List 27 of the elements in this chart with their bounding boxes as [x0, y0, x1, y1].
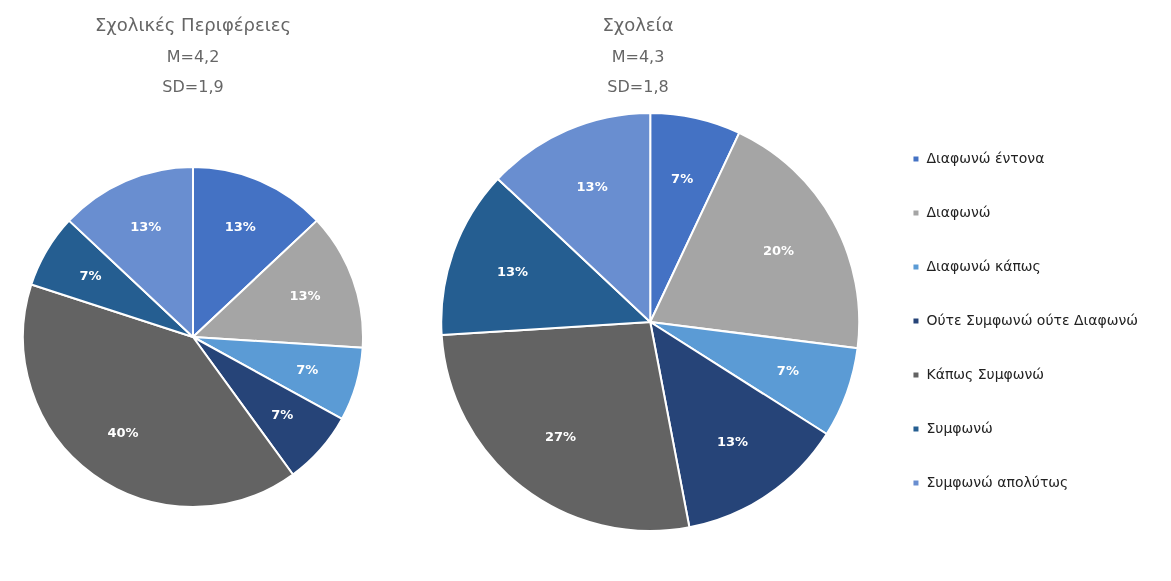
data-label: 7%: [671, 170, 694, 186]
data-label: 13%: [289, 288, 321, 304]
data-label: 13%: [224, 219, 256, 235]
data-label: 7%: [776, 362, 799, 378]
chart-subtitle: M=4,3: [610, 46, 666, 68]
legend-label: Διαφωνώ κάπως: [926, 257, 1041, 274]
data-label: 7%: [271, 407, 294, 423]
text: SD=1,8: [606, 76, 670, 98]
data-label: 27%: [545, 428, 577, 444]
data-label: 13%: [130, 219, 162, 235]
legend-label: Συμφωνώ απολύτως: [926, 473, 1069, 490]
chart-subtitle: M=4,2: [165, 46, 221, 68]
data-label: 13%: [576, 179, 608, 195]
data-label: 40%: [107, 424, 139, 440]
legend-label: Διαφωνώ έντονα: [926, 149, 1045, 166]
legend-label: Κάπως Συμφωνώ: [926, 365, 1045, 382]
legend-label: Ούτε Συμφωνώ ούτε Διαφωνώ: [926, 311, 1138, 328]
data-label: 20%: [762, 242, 794, 258]
chart-title: Σχολικές Περιφέρειες: [93, 13, 293, 37]
text: SD=1,9: [161, 76, 225, 98]
legend-label: Διαφωνώ: [926, 203, 991, 220]
data-label: 13%: [497, 263, 529, 279]
data-label: 13%: [716, 434, 749, 450]
chart-title: Σχολεία: [601, 13, 675, 37]
data-label: 7%: [79, 267, 102, 283]
data-label: 7%: [296, 361, 319, 377]
legend-label: Συμφωνώ: [926, 419, 993, 436]
